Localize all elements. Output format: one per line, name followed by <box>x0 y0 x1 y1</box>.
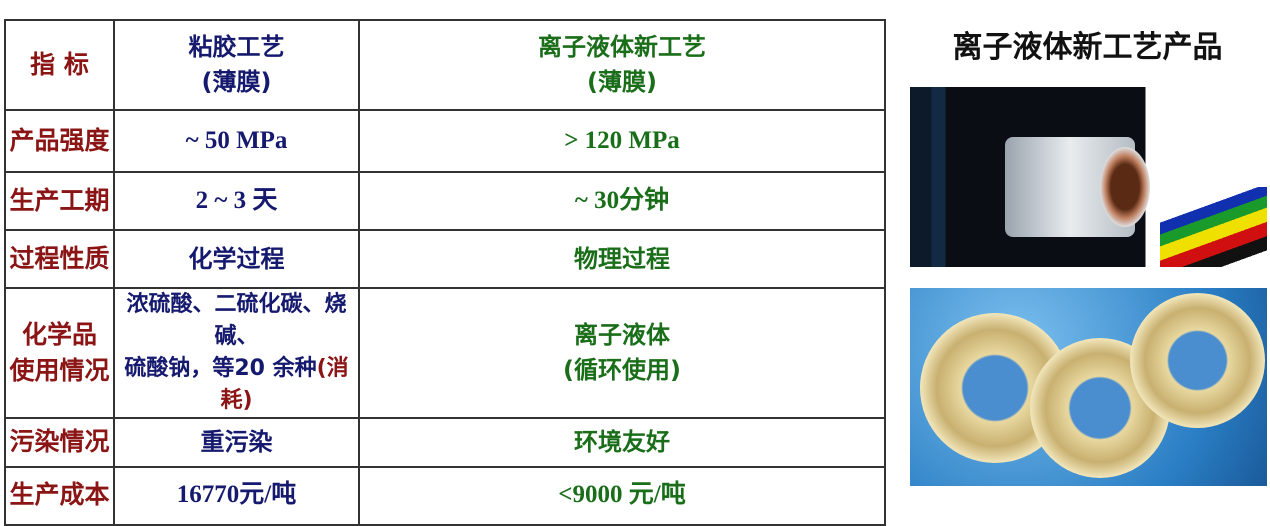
header-viscose: 粘胶工艺 (薄膜) <box>113 19 360 111</box>
table-row: 化学品 使用情况 浓硫酸、二硫化碳、烧碱、 硫酸钠，等20 余种(消耗) 离子液体(… <box>4 287 886 419</box>
viscose-value: 16770元/吨 <box>113 465 360 526</box>
comparison-table: 指 标 粘胶工艺 (薄膜) 离子液体新工艺 (薄膜) 产品强度 ~ 50 MPa >… <box>4 19 886 526</box>
ionic-value: 环境友好 <box>358 416 886 468</box>
products-title: 离子液体新工艺产品 <box>952 30 1223 65</box>
tape-product-image <box>910 288 1267 486</box>
ionic-value: 离子液体 (循环使用) <box>358 287 886 419</box>
viscose-value: 重污染 <box>113 416 360 468</box>
viscose-value: 2 ~ 3 天 <box>113 171 360 231</box>
ionic-value: > 120 MPa <box>358 109 886 173</box>
film-product-image <box>910 87 1267 267</box>
ionic-value: <9000 元/吨 <box>358 465 886 526</box>
viscose-value: 浓硫酸、二硫化碳、烧碱、 硫酸钠，等20 余种(消耗) <box>113 287 360 419</box>
row-label: 过程性质 <box>4 229 115 289</box>
viscose-value: 化学过程 <box>113 229 360 289</box>
table-row: 过程性质 化学过程 物理过程 <box>4 229 886 289</box>
viscose-value: ~ 50 MPa <box>113 109 360 173</box>
ionic-value: ~ 30分钟 <box>358 171 886 231</box>
table-row: 生产工期 2 ~ 3 天 ~ 30分钟 <box>4 171 886 231</box>
row-label: 产品强度 <box>4 109 115 173</box>
tape-roll-graphic <box>1130 293 1265 428</box>
header-indicator: 指 标 <box>4 19 115 111</box>
colored-tapes-graphic <box>1160 187 1267 267</box>
table-row: 生产成本 16770元/吨 <9000 元/吨 <box>4 465 886 526</box>
row-label: 污染情况 <box>4 416 115 468</box>
ionic-value: 物理过程 <box>358 229 886 289</box>
row-label: 生产工期 <box>4 171 115 231</box>
table-row: 产品强度 ~ 50 MPa > 120 MPa <box>4 109 886 173</box>
row-label: 化学品 使用情况 <box>4 287 115 419</box>
film-roll-core-graphic <box>1100 147 1150 227</box>
table-row: 污染情况 重污染 环境友好 <box>4 416 886 468</box>
row-label: 生产成本 <box>4 465 115 526</box>
header-ionic: 离子液体新工艺 (薄膜) <box>358 19 886 111</box>
